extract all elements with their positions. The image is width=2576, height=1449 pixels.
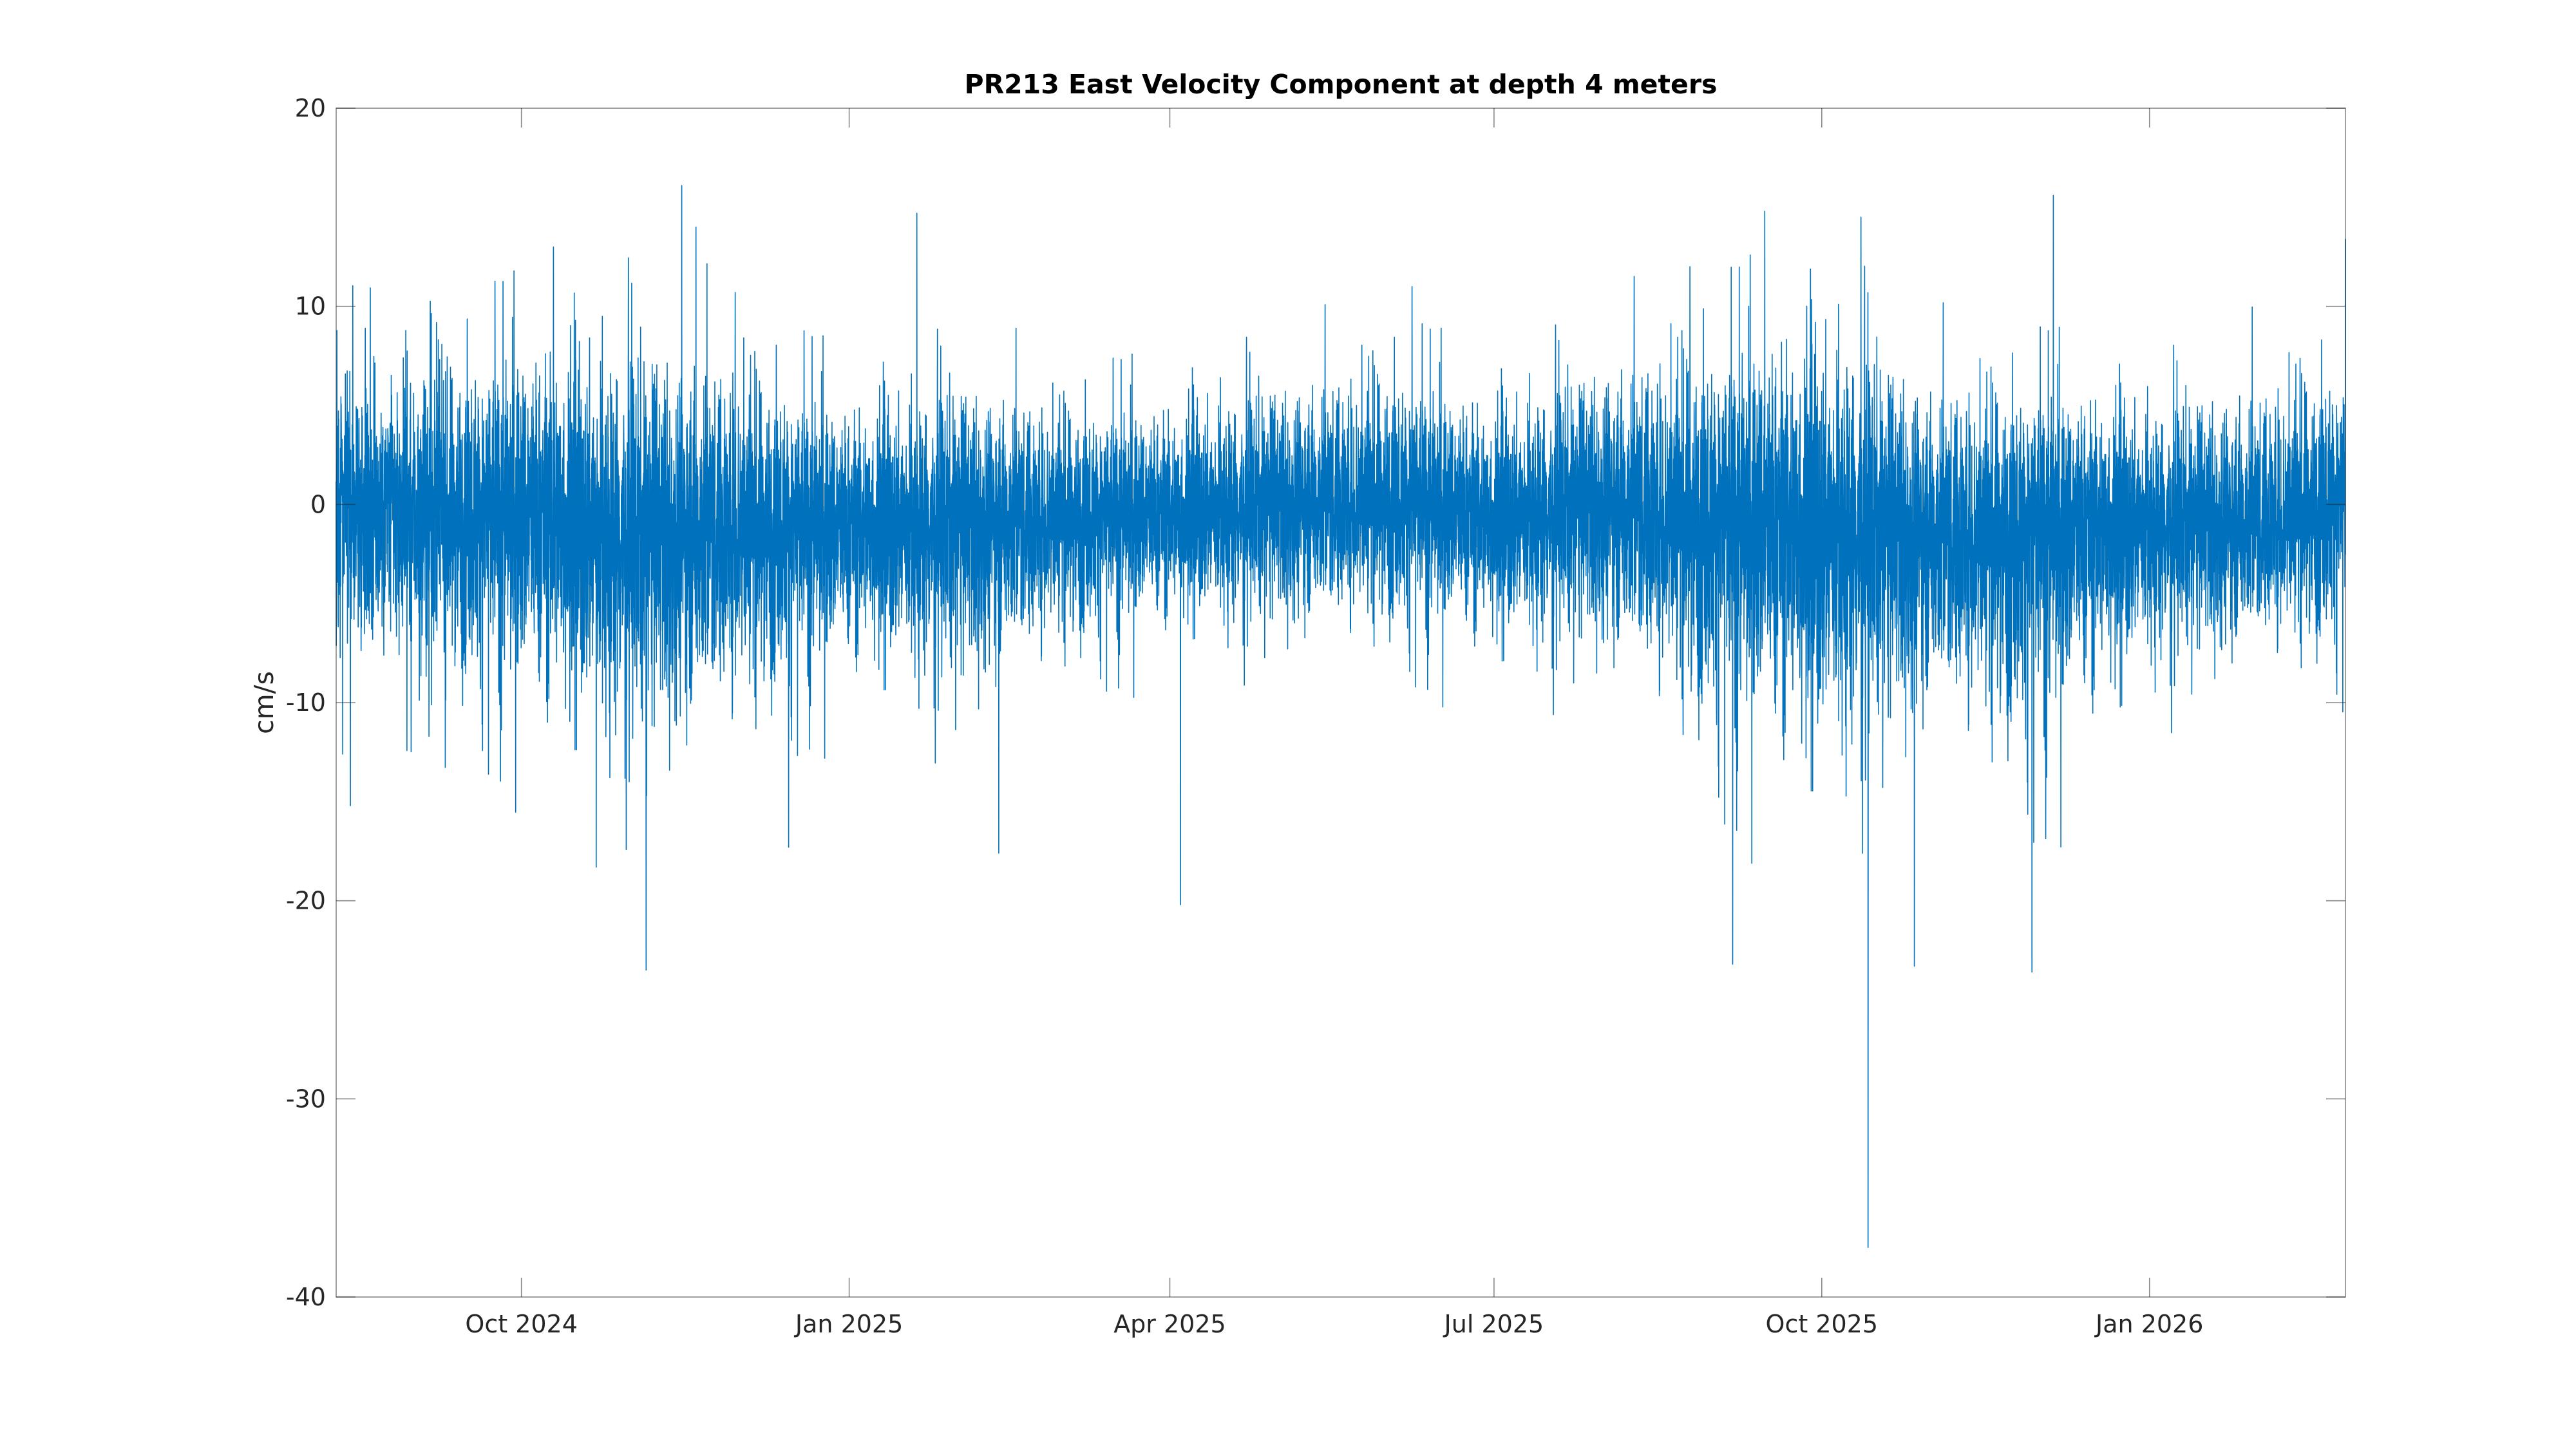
- chart-title: PR213 East Velocity Component at depth 4…: [965, 69, 1718, 100]
- y-tick-label: -10: [286, 688, 326, 717]
- y-tick-label: -20: [286, 887, 326, 915]
- y-tick-label: -30: [286, 1084, 326, 1113]
- x-tick-label: Jul 2025: [1443, 1310, 1544, 1338]
- x-tick-label: Apr 2025: [1113, 1310, 1226, 1338]
- x-tick-label: Oct 2025: [1766, 1310, 1879, 1338]
- y-tick-label: 10: [295, 292, 326, 321]
- x-tick-label: Oct 2024: [465, 1310, 578, 1338]
- y-tick-label: 0: [310, 490, 326, 518]
- series-line: [336, 185, 2346, 1248]
- series-layer: [336, 185, 2346, 1248]
- ticks-layer: 20 10 0 -10 -20 -30 -40 Oct 2024 Jan 2025 Apr 202…: [286, 94, 2345, 1338]
- y-axis-label: cm/s: [249, 671, 279, 734]
- y-tick-label: -40: [286, 1283, 326, 1311]
- x-tick-label: Jan 2026: [2094, 1310, 2203, 1338]
- y-tick-label: 20: [295, 94, 326, 122]
- x-tick-label: Jan 2025: [794, 1310, 903, 1338]
